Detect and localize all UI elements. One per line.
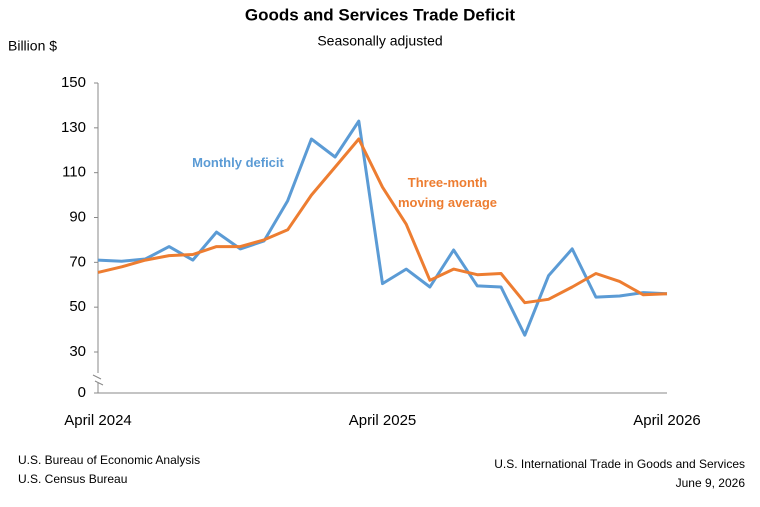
y-tick-label: 30 bbox=[69, 343, 86, 360]
release: June 9, 2026 bbox=[676, 476, 746, 490]
series-line bbox=[97, 119, 668, 337]
y-tick-label: 150 bbox=[61, 74, 86, 91]
y-tick-label: 0 bbox=[78, 384, 86, 401]
y-tick-label: 70 bbox=[69, 253, 86, 270]
source: U.S. Census Bureau bbox=[18, 472, 127, 486]
y-axis-label: Billion $ bbox=[8, 38, 57, 54]
x-tick-label: April 2025 bbox=[349, 412, 417, 429]
axis-break bbox=[92, 374, 104, 386]
y-tick-label: 90 bbox=[69, 208, 86, 225]
x-tick-label: April 2024 bbox=[64, 412, 132, 429]
chart-title: Goods and Services Trade Deficit bbox=[245, 5, 516, 24]
source: U.S. Bureau of Economic Analysis bbox=[18, 453, 200, 467]
chart-subtitle: Seasonally adjusted bbox=[317, 33, 442, 49]
legend-label: Three-month moving average bbox=[398, 175, 497, 210]
y-tick-label: 110 bbox=[62, 164, 86, 181]
y-tick-label: 130 bbox=[61, 119, 86, 136]
series-line bbox=[97, 137, 668, 305]
y-tick-label: 50 bbox=[69, 298, 86, 315]
x-tick-label: April 2026 bbox=[633, 412, 701, 429]
release: U.S. International Trade in Goods and Se… bbox=[494, 457, 745, 471]
legend-label: Monthly deficit bbox=[192, 155, 284, 170]
